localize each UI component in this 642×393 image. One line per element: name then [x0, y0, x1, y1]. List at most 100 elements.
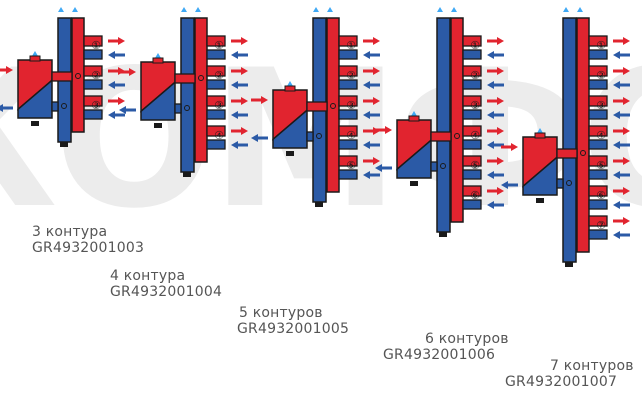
separator-top: [408, 115, 420, 122]
air-vent-icon: [437, 7, 443, 12]
drain-cap-icon: [154, 123, 162, 128]
caption-6-code: GR4932001006: [383, 347, 496, 363]
supply-arrow-icon-head: [623, 37, 630, 45]
supply-outlet: [588, 185, 608, 197]
supply-outlet: [462, 65, 482, 77]
return-link: [306, 131, 314, 142]
air-vent-icon: [195, 7, 201, 12]
supply-arrow-icon-head: [623, 217, 630, 225]
boiler-return-arrow-icon-head: [251, 134, 258, 142]
junction: [454, 133, 460, 139]
supply-outlet: [588, 65, 608, 77]
air-vent-icon: [181, 7, 187, 12]
supply-link: [174, 73, 196, 84]
return-arrow-icon-head: [231, 51, 238, 59]
circuit-number: ⑤: [470, 159, 480, 172]
return-outlet: [462, 49, 482, 60]
drain-cap-icon: [183, 172, 191, 177]
separator-top: [284, 85, 296, 92]
supply-arrow-icon-head: [623, 97, 630, 105]
return-collector: [180, 17, 195, 173]
return-arrow-icon-head: [613, 231, 620, 239]
junction: [330, 103, 336, 109]
supply-arrow-icon-head: [118, 97, 125, 105]
return-arrow-icon-head: [487, 201, 494, 209]
supply-arrow-icon-head: [241, 97, 248, 105]
drain-cap-icon: [536, 198, 544, 203]
junction: [75, 73, 81, 79]
supply-outlet: [338, 65, 358, 77]
supply-outlet: [588, 125, 608, 137]
air-vent-icon: [411, 111, 417, 116]
return-arrow-icon-head: [613, 51, 620, 59]
supply-arrow-icon-head: [623, 187, 630, 195]
junction: [198, 75, 204, 81]
return-link: [51, 101, 59, 112]
air-vent-icon: [58, 7, 64, 12]
return-outlet: [338, 49, 358, 60]
air-vent-icon: [577, 7, 583, 12]
separator-cold: [272, 108, 308, 149]
return-outlet: [588, 79, 608, 90]
circuit-number: ②: [214, 69, 224, 82]
return-arrow-icon-head: [363, 81, 370, 89]
supply-outlet: [83, 65, 103, 77]
circuit-number: ⑦: [596, 219, 606, 232]
air-vent-icon: [327, 7, 333, 12]
junction: [580, 150, 586, 156]
supply-arrow-icon-head: [241, 127, 248, 135]
supply-arrow-icon-head: [623, 127, 630, 135]
caption-3-code: GR4932001003: [32, 240, 145, 256]
supply-outlet: [462, 125, 482, 137]
drain-cap-icon: [439, 232, 447, 237]
caption-4-code: GR4932001004: [110, 284, 223, 300]
separator-top: [534, 132, 546, 139]
return-outlet: [83, 49, 103, 60]
circuit-number: ②: [91, 69, 101, 82]
supply-outlet: [588, 35, 608, 47]
supply-outlet: [462, 35, 482, 47]
supply-collector: [194, 17, 208, 163]
supply-link: [430, 131, 452, 142]
caption-7-code: GR4932001007: [505, 374, 618, 390]
drain-cap-icon: [565, 262, 573, 267]
return-outlet: [206, 139, 226, 150]
supply-outlet: [462, 95, 482, 107]
return-outlet: [338, 79, 358, 90]
boiler-supply-arrow-icon-head: [129, 68, 136, 76]
separator-top: [29, 55, 41, 62]
supply-arrow-icon-head: [373, 157, 380, 165]
circuit-number: ⑥: [470, 189, 480, 202]
drain-cap-icon: [31, 121, 39, 126]
supply-outlet: [206, 65, 226, 77]
return-outlet: [338, 169, 358, 180]
return-link: [556, 178, 564, 189]
boiler-return-arrow-icon-head: [375, 164, 382, 172]
supply-outlet: [83, 35, 103, 47]
circuit-number: ②: [596, 69, 606, 82]
caption-3-title: 3 контура: [32, 224, 108, 240]
boiler-return-arrow-icon-head: [119, 106, 126, 114]
separator-cold: [17, 78, 53, 119]
return-arrow-icon-head: [363, 141, 370, 149]
supply-outlet: [462, 155, 482, 167]
circuit-number: ⑤: [346, 159, 356, 172]
circuit-number: ⑥: [596, 189, 606, 202]
air-vent-icon: [313, 7, 319, 12]
supply-arrow-icon-head: [497, 37, 504, 45]
supply-arrow-icon-head: [497, 127, 504, 135]
circuit-number: ③: [346, 99, 356, 112]
manifold-4: ① ② ③ ④: [119, 7, 248, 177]
caption-7-title: 7 контуров: [550, 358, 634, 374]
caption-4-title: 4 контура: [110, 268, 186, 284]
supply-outlet: [206, 95, 226, 107]
return-arrow-icon-head: [487, 171, 494, 179]
return-outlet: [462, 139, 482, 150]
caption-6-title: 6 контуров: [425, 331, 509, 347]
circuit-number: ③: [470, 99, 480, 112]
return-link: [430, 161, 438, 172]
air-vent-icon: [537, 128, 543, 133]
return-arrow-icon-head: [613, 171, 620, 179]
return-arrow-icon-head: [613, 141, 620, 149]
return-arrow-icon-head: [613, 111, 620, 119]
